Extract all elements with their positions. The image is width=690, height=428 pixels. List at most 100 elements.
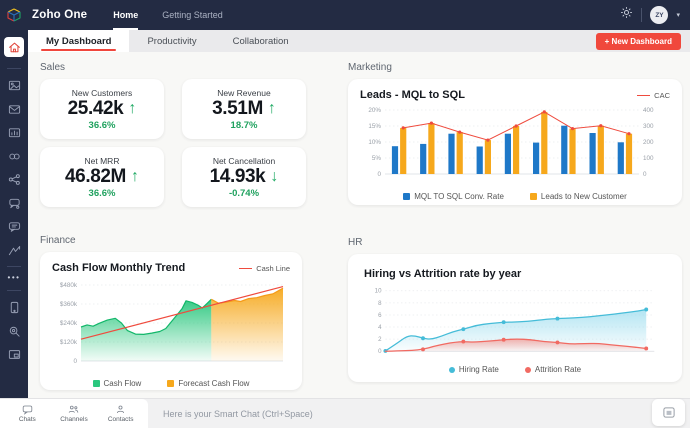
user-avatar[interactable]: ZY	[650, 6, 669, 24]
dashboard-tab-bar: My Dashboard Productivity Collaboration …	[28, 30, 690, 52]
svg-text:0: 0	[73, 358, 77, 365]
topnav-getting-started[interactable]: Getting Started	[162, 10, 223, 20]
contacts-button[interactable]: Contacts	[98, 404, 144, 423]
links-icon[interactable]	[3, 145, 25, 169]
legend-hiring-rate[interactable]: Hiring Rate	[448, 365, 499, 374]
hr-chart-card: Hiring vs Attrition rate by year 0 2 4 6 8 10	[348, 254, 682, 382]
sidebar-divider	[7, 266, 21, 267]
svg-text:10: 10	[375, 288, 382, 295]
trend-up-arrow-icon: ↑	[128, 99, 137, 117]
trend-down-arrow-icon: ↓	[270, 167, 279, 185]
section-label-sales: Sales	[40, 62, 66, 73]
search-settings-icon[interactable]	[3, 320, 25, 344]
section-label-hr: HR	[348, 237, 363, 248]
window-icon[interactable]	[3, 343, 25, 367]
svg-text:15%: 15%	[368, 123, 381, 130]
share-network-icon[interactable]	[3, 168, 25, 192]
kpi-value: 46.82M	[65, 165, 126, 187]
top-navigation: Home Getting Started	[113, 0, 223, 30]
gallery-icon[interactable]	[3, 74, 25, 98]
smart-chat-bar: Chats Channels Contacts	[0, 398, 690, 428]
legend-forecast-cash-flow[interactable]: Forecast Cash Flow	[167, 379, 249, 388]
section-sales: Sales New Customers 25.42k ↑ 36.6% New Re…	[40, 62, 308, 207]
new-dashboard-button[interactable]: + New Dashboard	[595, 32, 681, 50]
section-label-marketing: Marketing	[348, 62, 392, 73]
topbar-right: ZY ▾	[620, 6, 690, 24]
kpi-title: New Customers	[71, 87, 133, 98]
svg-text:200: 200	[643, 139, 654, 146]
tab-my-dashboard[interactable]: My Dashboard	[28, 30, 130, 52]
trend-up-arrow-icon: ↑	[267, 99, 276, 117]
topbar-divider	[641, 8, 643, 22]
more-apps-icon[interactable]: •••	[7, 273, 21, 282]
svg-text:$240k: $240k	[60, 320, 78, 327]
mail-icon[interactable]	[3, 98, 25, 122]
svg-text:20%: 20%	[368, 107, 381, 114]
legend-cash-flow[interactable]: Cash Flow	[92, 379, 141, 388]
svg-text:$360k: $360k	[60, 301, 78, 308]
chat-user-icon[interactable]	[3, 192, 25, 216]
zoho-logo-icon[interactable]	[0, 7, 28, 23]
svg-text:4: 4	[378, 324, 382, 331]
widget-grid-icon	[662, 407, 675, 418]
svg-text:8: 8	[378, 300, 382, 307]
mobile-apps-icon[interactable]	[3, 296, 25, 320]
svg-text:0: 0	[378, 348, 382, 355]
people-group-icon	[69, 405, 79, 413]
svg-text:10%: 10%	[368, 139, 381, 146]
svg-text:2: 2	[378, 336, 382, 343]
kpi-title: New Revenue	[217, 87, 271, 98]
person-icon	[117, 405, 125, 414]
kpi-value: 3.51M	[212, 97, 263, 119]
reports-folder-icon[interactable]	[3, 121, 25, 145]
chat-widget-button[interactable]	[652, 399, 685, 426]
kpi-card-new-customers: New Customers 25.42k ↑ 36.6%	[40, 79, 164, 139]
svg-text:0: 0	[643, 171, 647, 178]
sidebar-item-home[interactable]	[4, 37, 24, 57]
svg-text:6: 6	[378, 312, 382, 319]
svg-text:5%: 5%	[372, 155, 382, 162]
trend-up-arrow-icon: ↑	[130, 167, 139, 185]
kpi-title: Net Cancellation	[212, 155, 276, 166]
marketing-chart-card: Leads - MQL to SQL CAC 0 0 5% 100 10% 200 15% 3…	[348, 79, 682, 205]
kpi-value: 14.93k	[209, 165, 266, 187]
green-swatch	[92, 380, 100, 387]
sales-kpi-grid: New Customers 25.42k ↑ 36.6% New Revenue …	[40, 79, 308, 207]
brand-title: Zoho One	[32, 9, 88, 21]
settings-gear-icon[interactable]	[620, 6, 633, 24]
comments-icon[interactable]	[3, 215, 25, 239]
smart-chat-input[interactable]	[148, 399, 690, 428]
legend-leads-new-customer[interactable]: Leads to New Customer	[529, 192, 627, 201]
legend-attrition-rate[interactable]: Attrition Rate	[524, 365, 581, 374]
mql-sql-bar-chart: 0 0 5% 100 10% 200 15% 300 20% 400	[368, 107, 654, 178]
finance-chart-card: Cash Flow Monthly Trend Cash Line	[40, 252, 302, 390]
sidebar-divider	[7, 68, 21, 69]
avatar-dropdown-caret-icon[interactable]: ▾	[676, 12, 680, 19]
blue-swatch	[403, 193, 411, 200]
tab-collaboration[interactable]: Collaboration	[232, 35, 289, 47]
tab-productivity[interactable]: Productivity	[147, 35, 197, 47]
kpi-card-net-mrr: Net MRR 46.82M ↑ 36.6%	[40, 147, 164, 207]
kpi-delta: -0.74%	[228, 187, 260, 199]
left-sidebar: •••	[0, 30, 28, 398]
top-bar: Zoho One Home Getting Started ZY ▾	[0, 0, 690, 30]
kpi-delta: 36.6%	[88, 187, 116, 199]
analytics-icon[interactable]	[3, 239, 25, 263]
channels-button[interactable]: Channels	[51, 404, 97, 423]
legend-mql-conv-rate[interactable]: MQL TO SQL Conv. Rate	[403, 192, 504, 201]
kpi-title: Net MRR	[84, 155, 120, 166]
cash-line-legend[interactable]: Cash Line	[239, 264, 290, 273]
hiring-attrition-line-chart: 0 2 4 6 8 10	[375, 288, 655, 355]
sidebar-divider	[7, 290, 21, 291]
chats-button[interactable]: Chats	[4, 404, 50, 423]
cac-line-legend[interactable]: CAC	[637, 91, 670, 100]
chart-title: Cash Flow Monthly Trend	[52, 262, 186, 274]
red-dot-swatch	[524, 366, 531, 373]
kpi-delta: 36.6%	[88, 119, 116, 131]
topnav-home[interactable]: Home	[113, 0, 139, 30]
chat-shortcuts: Chats Channels Contacts	[0, 399, 148, 428]
section-marketing: Marketing Leads - MQL to SQL CAC 0 0 5% 100…	[348, 62, 682, 205]
svg-text:400: 400	[643, 107, 654, 114]
kpi-card-new-revenue: New Revenue 3.51M ↑ 18.7%	[182, 79, 306, 139]
